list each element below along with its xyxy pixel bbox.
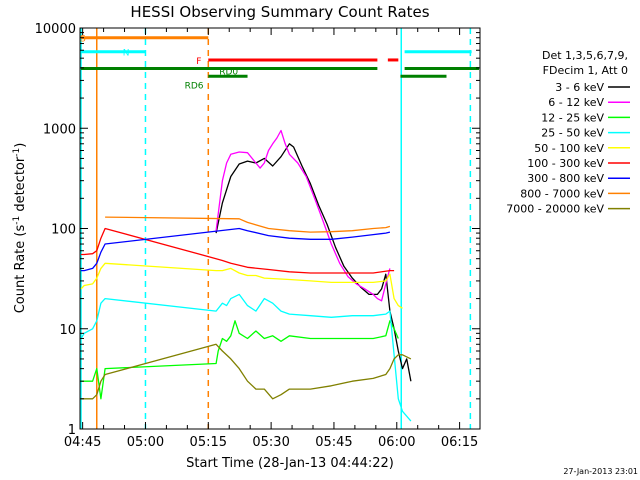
legend-label: 50 - 100 keV <box>534 142 604 155</box>
timestamp: 27-Jan-2013 23:01 <box>563 467 638 476</box>
flag-label: N <box>123 49 130 59</box>
series-line <box>81 343 412 400</box>
flag-label: RD0 <box>219 67 238 77</box>
legend-label: 7000 - 20000 keV <box>506 203 604 216</box>
x-tick-label: 06:15 <box>441 435 478 450</box>
x-tick-label: 06:00 <box>378 435 415 450</box>
y-axis-label: Count Rate (s-1 detector-1) <box>12 143 28 314</box>
legend-header-2: FDecim 1, Att 0 <box>543 64 628 77</box>
series-line <box>215 143 412 382</box>
flag-label: S <box>80 35 86 45</box>
y-tick-label: 100 <box>51 223 76 238</box>
y-axis: 1 10 100 1000 10000 <box>35 22 480 438</box>
series-line <box>80 293 412 422</box>
legend-label: 800 - 7000 keV <box>520 187 604 200</box>
legend-label: 6 - 12 keV <box>548 96 604 109</box>
flag-label: F <box>196 57 201 67</box>
legend-label: 3 - 6 keV <box>555 81 604 94</box>
x-tick-label: 05:30 <box>252 435 289 450</box>
legend: Det 1,3,5,6,7,9, FDecim 1, Att 0 3 - 6 k… <box>506 49 630 216</box>
series-line <box>80 262 403 309</box>
legend-label: 25 - 50 keV <box>541 127 604 140</box>
y-tick-label: 10 <box>59 323 76 338</box>
y-tick-label: 1000 <box>43 122 76 137</box>
series-line <box>81 320 399 400</box>
x-tick-label: 04:45 <box>64 435 101 450</box>
legend-header-1: Det 1,3,5,6,7,9, <box>542 49 628 62</box>
series-line <box>81 227 395 274</box>
legend-label: 12 - 25 keV <box>541 111 604 124</box>
x-axis-label: Start Time (28-Jan-13 04:44:22) <box>186 456 394 471</box>
flag-label: RD6 <box>185 81 204 91</box>
y-tick-label: 10000 <box>35 22 76 37</box>
y-tick-label: 1 <box>68 423 76 438</box>
legend-label: 100 - 300 keV <box>527 157 604 170</box>
series-line <box>215 129 391 302</box>
x-axis: 04:45 05:00 05:15 05:30 05:45 06:00 06:15 <box>64 28 478 450</box>
legend-label: 300 - 800 keV <box>527 172 604 185</box>
series-line <box>105 216 391 233</box>
series-line <box>81 227 391 272</box>
x-tick-label: 05:00 <box>127 435 164 450</box>
x-tick-label: 05:15 <box>190 435 227 450</box>
x-tick-label: 05:45 <box>315 435 352 450</box>
plot-area: S N F RD0 RD6 <box>80 28 479 429</box>
chart-title: HESSI Observing Summary Count Rates <box>130 3 429 21</box>
